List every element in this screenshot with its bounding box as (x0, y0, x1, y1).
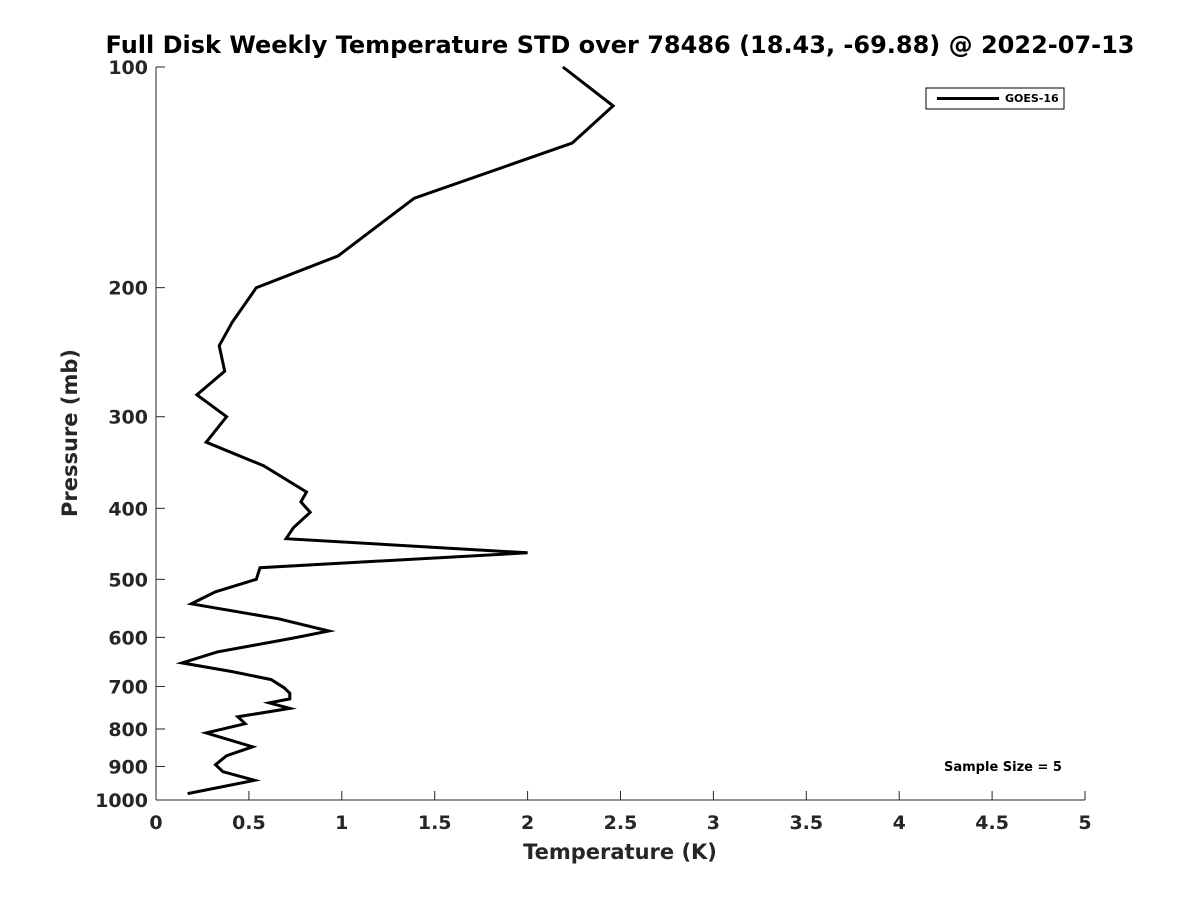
x-tick-label: 5 (1078, 812, 1091, 834)
y-tick-label: 600 (108, 627, 148, 649)
y-tick-label: 400 (108, 498, 148, 520)
legend-label: GOES-16 (1005, 92, 1059, 105)
y-tick-label: 700 (108, 676, 148, 698)
x-tick-label: 2 (521, 812, 534, 834)
x-tick-label: 2.5 (604, 812, 638, 834)
y-tick-label: 300 (108, 407, 148, 429)
series-layer (175, 65, 616, 796)
y-tick-label: 500 (108, 569, 148, 591)
y-tick-label: 200 (108, 278, 148, 300)
x-tick-label: 4 (893, 812, 906, 834)
y-tick-label: 900 (108, 756, 148, 778)
x-axis-label: Temperature (K) (523, 840, 717, 864)
x-tick-label: 1 (335, 812, 348, 834)
x-tick-label: 4.5 (975, 812, 1009, 834)
series-line-goes-16 (175, 65, 616, 796)
y-tick-label: 800 (108, 719, 148, 741)
y-tick-label: 1000 (95, 790, 148, 812)
y-tick-label: 100 (108, 57, 148, 79)
x-tick-label: 3.5 (789, 812, 823, 834)
x-tick-label: 0 (149, 812, 162, 834)
x-tick-label: 0.5 (232, 812, 266, 834)
y-axis-label: Pressure (mb) (58, 349, 82, 517)
sample-size-annotation: Sample Size = 5 (944, 760, 1062, 775)
chart-title: Full Disk Weekly Temperature STD over 78… (106, 31, 1135, 59)
legend: GOES-16 (925, 87, 1065, 110)
x-tick-label: 1.5 (418, 812, 452, 834)
x-tick-label: 3 (707, 812, 720, 834)
axis-ticks: 0 0.5 1 1.5 2 2.5 3 3.5 4 4.5 5 100 200 300 400 500 600 7… (95, 57, 1092, 834)
